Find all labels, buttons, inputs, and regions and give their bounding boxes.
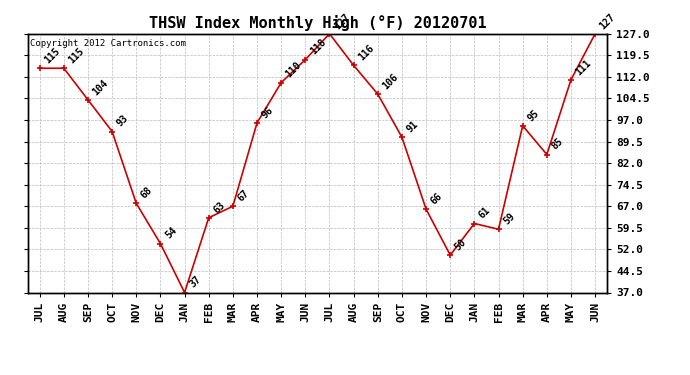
- Title: THSW Index Monthly High (°F) 20120701: THSW Index Monthly High (°F) 20120701: [148, 15, 486, 31]
- Text: 127: 127: [333, 12, 352, 31]
- Text: 111: 111: [574, 57, 593, 77]
- Text: 110: 110: [284, 60, 304, 80]
- Text: Copyright 2012 Cartronics.com: Copyright 2012 Cartronics.com: [30, 39, 186, 48]
- Text: 116: 116: [357, 43, 376, 63]
- Text: 63: 63: [212, 200, 227, 215]
- Text: 68: 68: [139, 185, 155, 201]
- Text: 50: 50: [453, 237, 469, 252]
- Text: 61: 61: [477, 206, 493, 221]
- Text: 66: 66: [429, 191, 444, 206]
- Text: 115: 115: [67, 46, 86, 66]
- Text: 93: 93: [115, 113, 130, 129]
- Text: 85: 85: [550, 136, 565, 152]
- Text: 104: 104: [91, 78, 110, 97]
- Text: 96: 96: [260, 105, 275, 120]
- Text: 37: 37: [188, 274, 203, 290]
- Text: 54: 54: [164, 225, 179, 241]
- Text: 91: 91: [405, 119, 420, 135]
- Text: 127: 127: [598, 12, 618, 31]
- Text: 118: 118: [308, 38, 328, 57]
- Text: 59: 59: [502, 211, 517, 226]
- Text: 115: 115: [43, 46, 62, 66]
- Text: 67: 67: [236, 188, 251, 204]
- Text: 106: 106: [381, 72, 400, 92]
- Text: 95: 95: [526, 108, 541, 123]
